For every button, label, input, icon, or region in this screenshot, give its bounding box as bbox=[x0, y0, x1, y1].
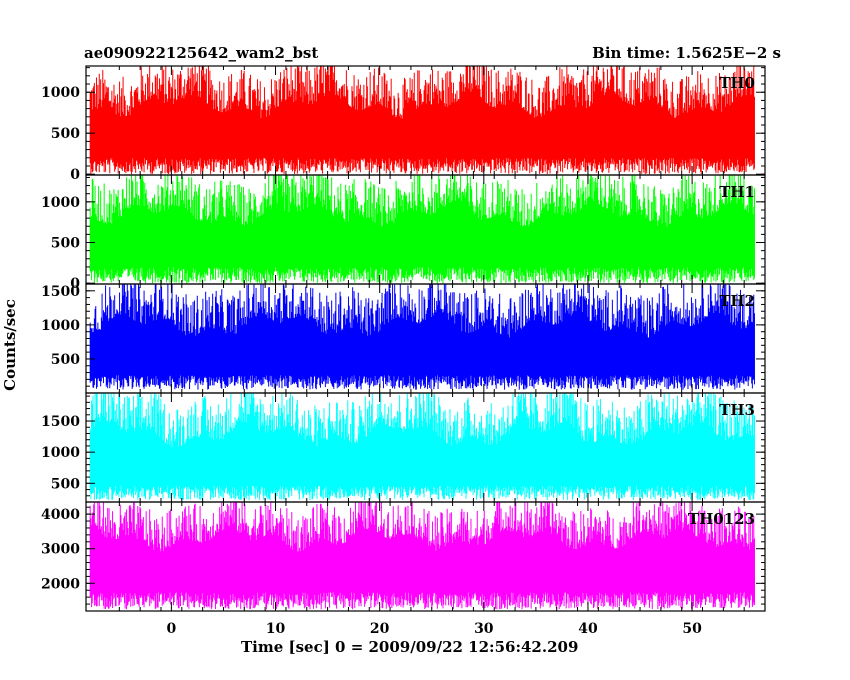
x-tick-label: 50 bbox=[682, 621, 702, 637]
series-th3 bbox=[89, 393, 755, 501]
y-tick-label: 1000 bbox=[41, 318, 80, 334]
y-tick-label: 500 bbox=[51, 236, 80, 252]
y-tick-label: 1000 bbox=[41, 445, 80, 461]
x-tick-label: 30 bbox=[474, 621, 494, 637]
y-tick-label: 4000 bbox=[41, 507, 80, 523]
y-tick-label: 0 bbox=[70, 167, 80, 183]
bin-time-label: Bin time: 1.5625E−2 s bbox=[592, 44, 781, 62]
x-tick-label: 20 bbox=[370, 621, 390, 637]
panel-label-th0123: TH0123 bbox=[688, 510, 755, 528]
y-tick-label: 0 bbox=[70, 276, 80, 292]
series-th0 bbox=[89, 66, 755, 175]
y-tick-label: 2000 bbox=[41, 576, 80, 592]
x-tick-label: 10 bbox=[266, 621, 286, 637]
x-tick-label: 0 bbox=[167, 621, 177, 637]
panel-label-th2: TH2 bbox=[719, 292, 755, 310]
y-tick-label: 1000 bbox=[41, 85, 80, 101]
chart-title: ae090922125642_wam2_bst bbox=[84, 44, 319, 62]
panel-label-th3: TH3 bbox=[719, 401, 755, 419]
series-th2 bbox=[89, 284, 755, 390]
y-tick-label: 1500 bbox=[41, 284, 80, 300]
y-tick-label: 500 bbox=[51, 476, 80, 492]
y-tick-label: 1500 bbox=[41, 414, 80, 430]
y-axis-label: Counts/sec bbox=[0, 299, 19, 391]
panel-label-th1: TH1 bbox=[719, 183, 755, 201]
panel-label-th0: TH0 bbox=[719, 74, 755, 92]
x-axis-label: Time [sec] 0 = 2009/09/22 12:56:42.209 bbox=[241, 638, 579, 656]
series-th0123 bbox=[89, 502, 755, 610]
y-tick-label: 500 bbox=[51, 126, 80, 142]
y-tick-label: 500 bbox=[51, 352, 80, 368]
series-th1 bbox=[89, 175, 755, 284]
x-tick-label: 40 bbox=[578, 621, 598, 637]
panel-frame-th0123 bbox=[85, 501, 766, 612]
y-tick-label: 1000 bbox=[41, 195, 80, 211]
y-tick-label: 3000 bbox=[41, 542, 80, 558]
